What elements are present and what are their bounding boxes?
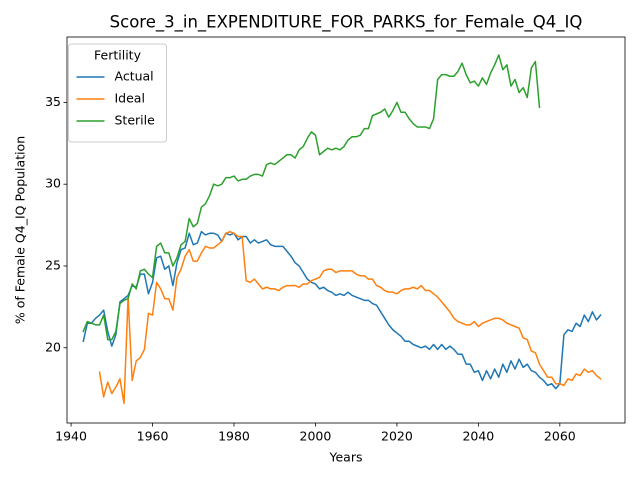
y-tick-label: 35 [45,94,61,109]
x-axis-label: Years [329,450,363,465]
y-tick-label: 20 [45,339,61,354]
legend-label: Actual [115,69,154,84]
chart-title: Score_3_in_EXPENDITURE_FOR_PARKS_for_Fem… [110,13,583,33]
y-tick-label: 25 [45,257,61,272]
legend-label: Ideal [115,91,145,106]
x-tick-label: 1960 [137,429,169,444]
x-tick-label: 2060 [544,429,576,444]
y-axis-label: % of Female Q4_IQ Population [13,136,28,324]
data-line [82,230,602,390]
legend-label: Sterile [115,113,156,128]
legend-title: Fertility [94,48,142,63]
x-tick-label: 1980 [218,429,250,444]
legend-box [68,43,167,143]
x-tick-label: 2040 [462,429,494,444]
x-tick-label: 2000 [300,429,332,444]
data-line [98,230,602,405]
data-line [82,54,541,341]
plot-frame [66,36,626,424]
x-tick-label: 2020 [381,429,413,444]
y-tick-label: 30 [45,176,61,191]
x-tick-label: 1940 [55,429,87,444]
